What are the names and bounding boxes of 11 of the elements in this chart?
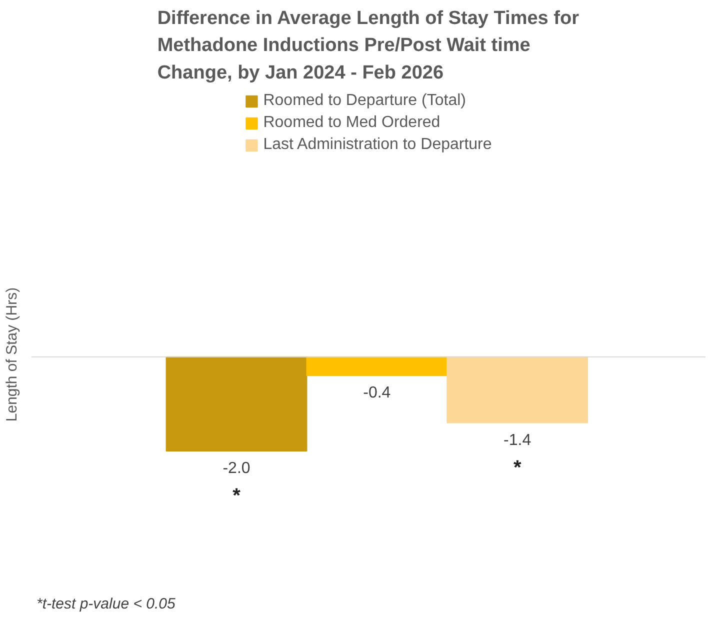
data-label: -0.4 xyxy=(363,384,391,402)
text: *t-test p-value < 0.05 xyxy=(36,596,176,612)
text: * xyxy=(513,456,522,479)
data-label: -1.4 xyxy=(504,432,532,449)
legend-label: Last Administration to Departure xyxy=(263,136,492,154)
legend-label: Roomed to Departure (Total) xyxy=(263,92,466,110)
y-axis-title: Length of Stay (Hrs) xyxy=(4,287,20,422)
legend-label: Roomed to Med Ordered xyxy=(263,114,440,132)
data-label: -2.0 xyxy=(222,460,250,478)
chart-title: Difference in Average Length of Stay Times for Methadone Inductions Pre/Post Wait time Change, by Jan 2024 - Feb 2026 xyxy=(157,8,580,84)
text: * xyxy=(232,485,241,508)
